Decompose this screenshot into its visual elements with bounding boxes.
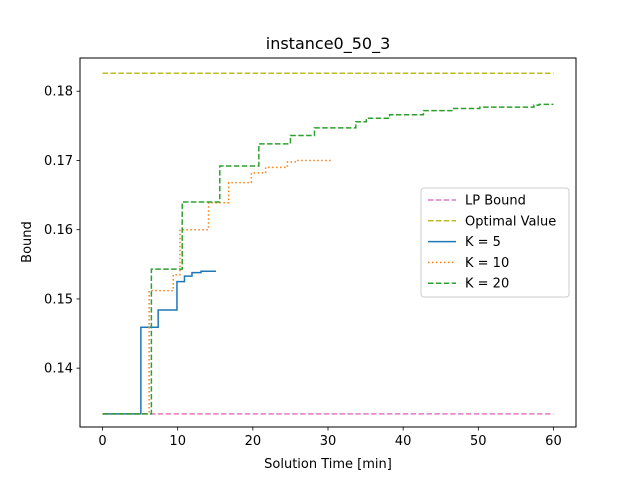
x-axis: 0 10 20 30 40 50 60 [98, 427, 562, 449]
x-tick-label: 20 [245, 434, 262, 449]
y-tick-label: 0.18 [44, 85, 73, 100]
legend-frame [420, 187, 570, 298]
y-axis: 0.14 0.15 0.16 0.17 0.18 [44, 85, 80, 377]
x-tick-label: 30 [320, 434, 337, 449]
legend-label-k-5: K = 5 [465, 235, 501, 250]
series-layer [102, 72, 554, 415]
x-tick-label: 50 [470, 434, 487, 449]
legend-label-k-20: K = 20 [465, 277, 509, 292]
x-axis-label: Solution Time [min] [264, 457, 392, 472]
x-tick-label: 40 [395, 434, 412, 449]
y-tick-label: 0.15 [44, 292, 73, 307]
legend-label-k-10: K = 10 [465, 256, 509, 271]
legend-label-lp-bound: LP Bound [465, 194, 526, 209]
y-axis-label: Bound [20, 221, 35, 263]
y-tick-label: 0.17 [44, 154, 73, 169]
series-line-k-5 [102, 270, 217, 415]
chart-title: instance0_50_3 [266, 34, 391, 54]
y-tick-label: 0.16 [44, 223, 73, 238]
y-tick-label: 0.14 [44, 362, 73, 377]
x-tick-label: 0 [98, 434, 106, 449]
x-tick-label: 60 [545, 434, 562, 449]
x-tick-label: 10 [169, 434, 186, 449]
legend: LP Bound Optimal Value K = 5 K = 10 K = 20 [420, 187, 570, 298]
legend-label-optimal-value: Optimal Value [465, 214, 556, 229]
series-line-k-10 [102, 159, 333, 415]
